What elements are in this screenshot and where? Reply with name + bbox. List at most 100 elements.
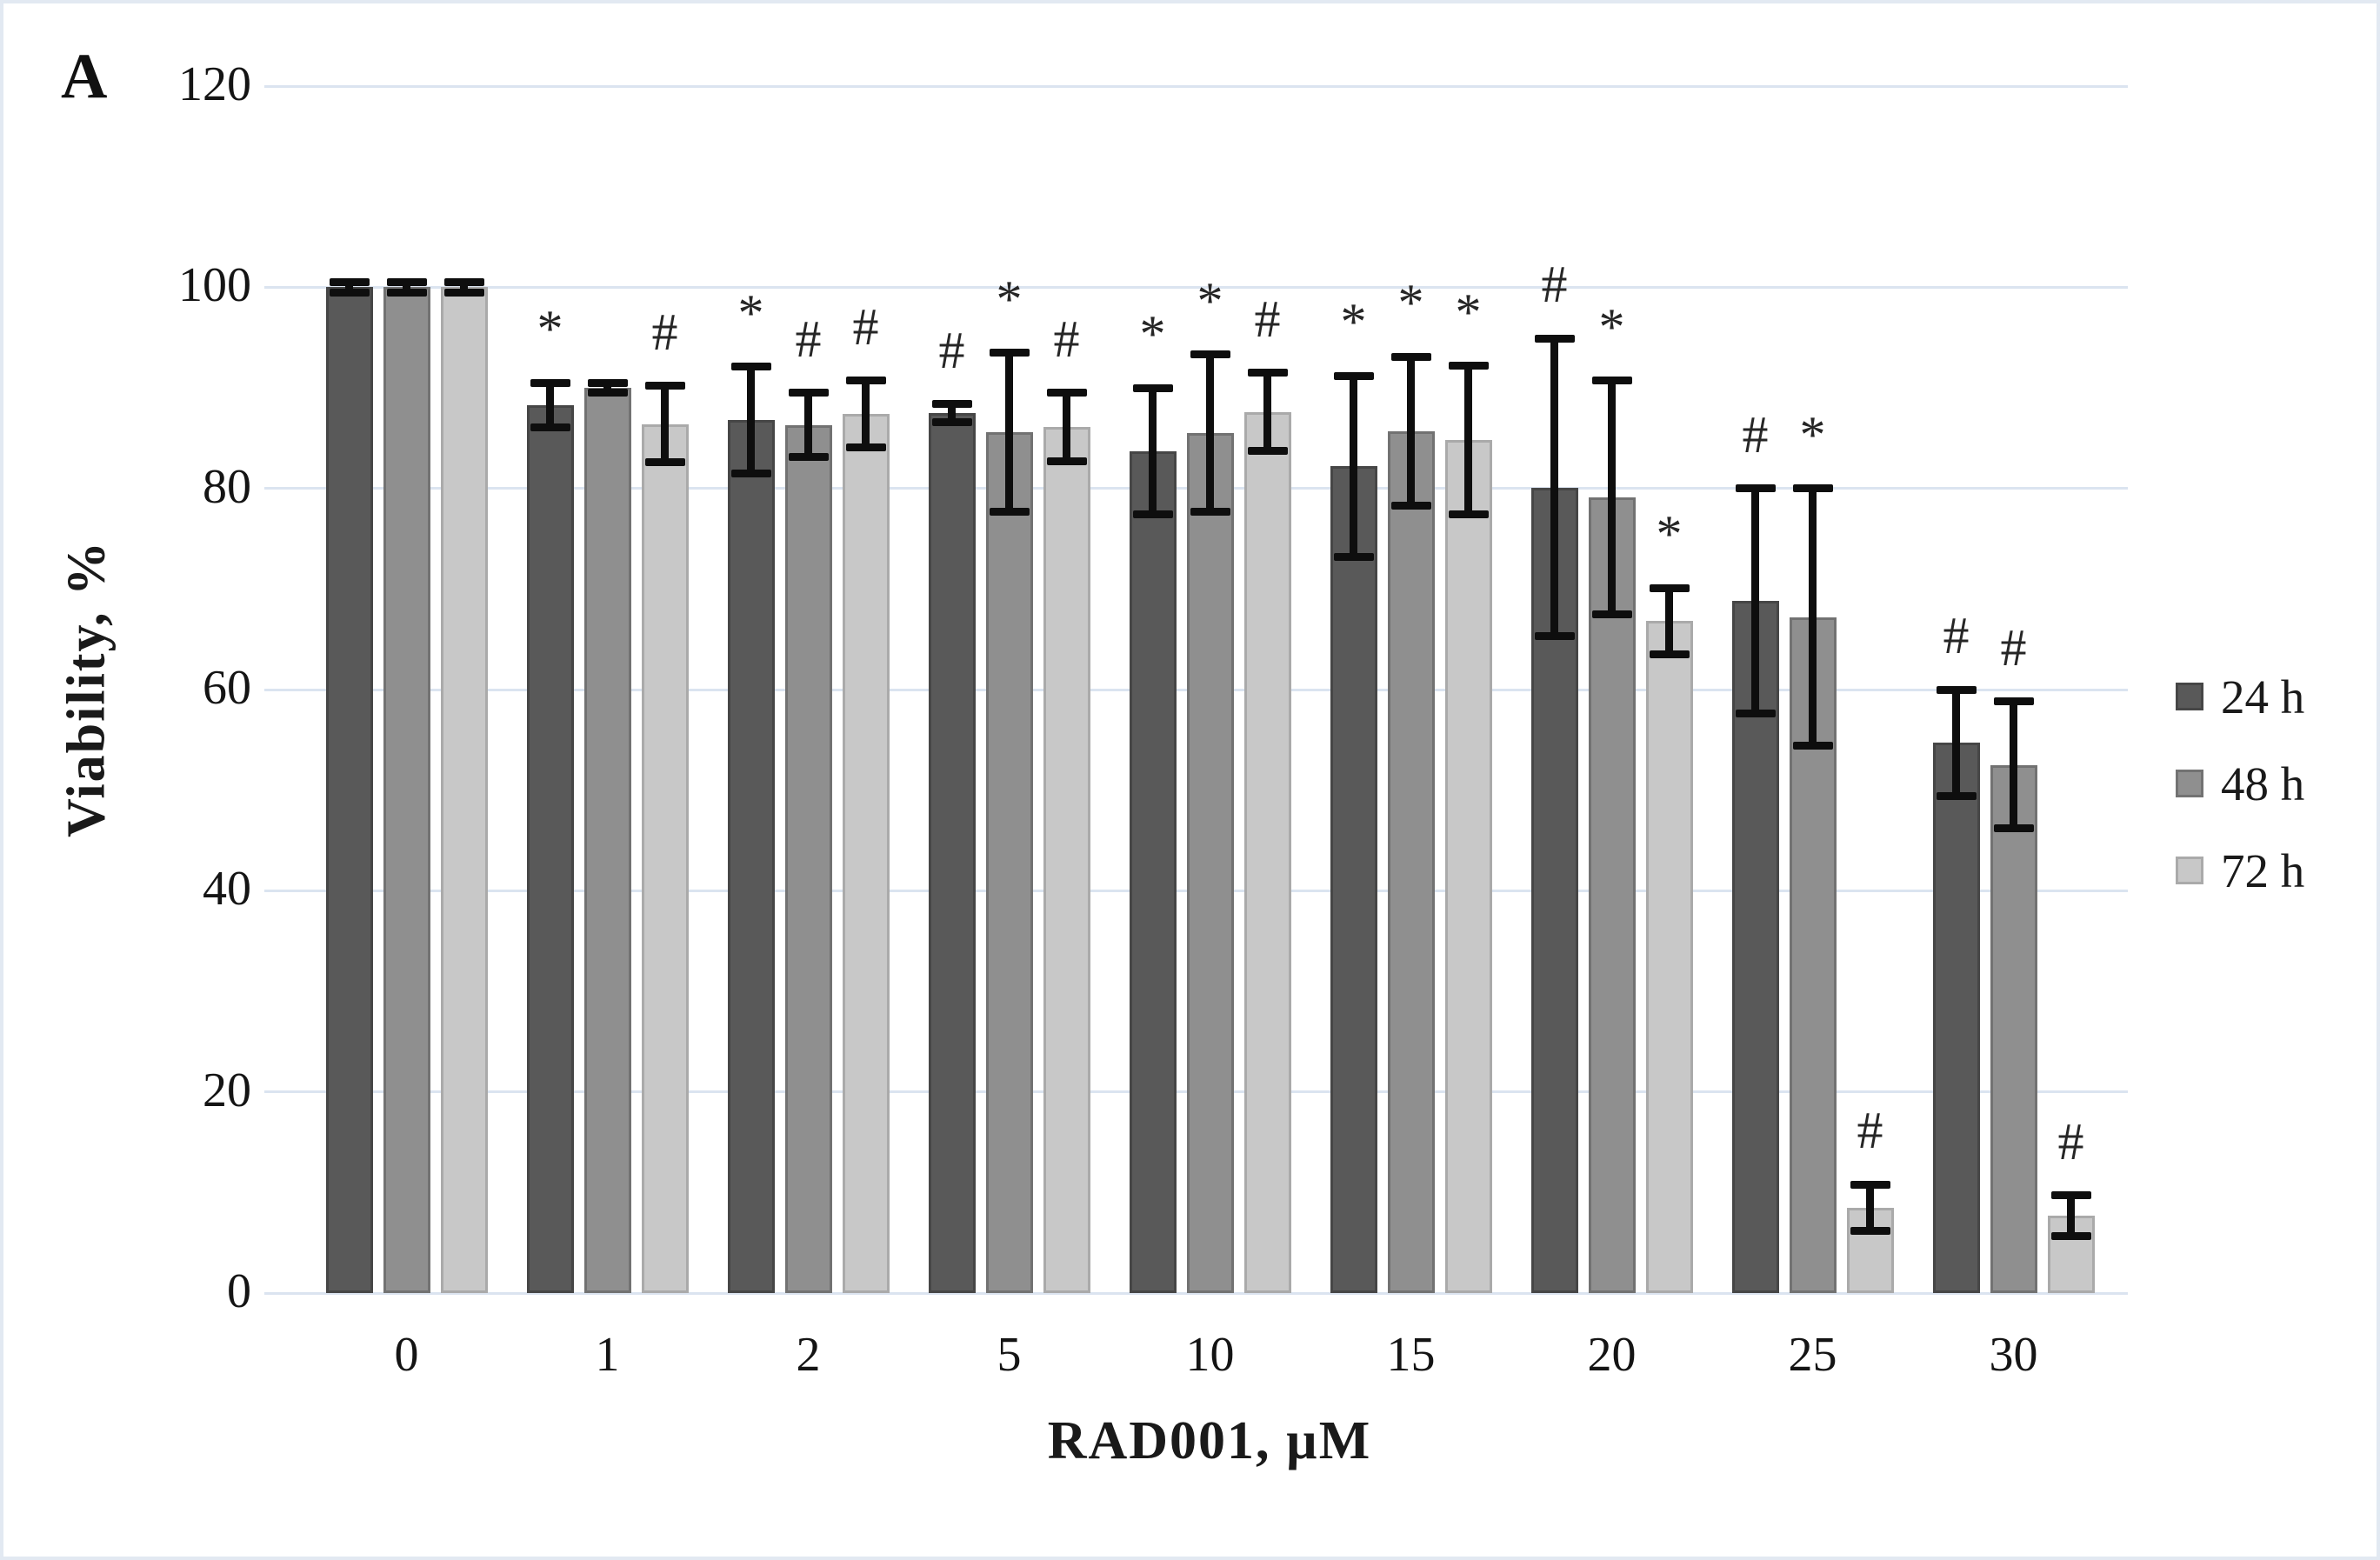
error-bar-cap-top bbox=[1333, 371, 1374, 380]
error-bar-cap-bottom bbox=[1649, 650, 1690, 659]
bar-48h-20uM bbox=[1588, 497, 1636, 1293]
y-tick-label-100: 100 bbox=[178, 258, 251, 313]
bar-24h-30uM bbox=[1932, 743, 1980, 1293]
error-bar-line bbox=[1206, 354, 1214, 512]
bar-48h-10uM bbox=[1186, 433, 1234, 1293]
error-bar-cap-top bbox=[386, 278, 427, 287]
error-bar-cap-bottom bbox=[989, 507, 1030, 516]
x-tick-label-10: 10 bbox=[1185, 1328, 1235, 1382]
error-bar-cap-bottom bbox=[1390, 501, 1431, 510]
error-bar-line bbox=[1751, 488, 1759, 714]
error-bar-cap-top bbox=[1936, 685, 1977, 694]
error-bar-cap-top bbox=[1046, 389, 1087, 397]
error-bar-line bbox=[1809, 488, 1817, 746]
significance-marker: # bbox=[651, 303, 678, 361]
significance-marker: * bbox=[996, 270, 1023, 328]
error-bar-cap-top bbox=[1247, 369, 1288, 377]
bar-48h-30uM bbox=[1990, 764, 2037, 1293]
legend-label: 72 h bbox=[2221, 843, 2305, 897]
x-tick-label-5: 5 bbox=[997, 1328, 1022, 1382]
bar-72h-20uM bbox=[1645, 621, 1693, 1293]
x-tick-label-2: 2 bbox=[796, 1328, 821, 1382]
error-bar-line bbox=[804, 392, 812, 457]
legend-item-72h: 72 h bbox=[2176, 837, 2304, 904]
error-bar-cap-top bbox=[788, 389, 829, 397]
error-bar-line bbox=[603, 383, 611, 393]
error-bar-cap-top bbox=[1132, 383, 1173, 392]
bar-72h-0uM bbox=[440, 287, 488, 1293]
error-bar-cap-bottom bbox=[1190, 507, 1230, 516]
error-bar-line bbox=[661, 385, 669, 463]
bar-24h-1uM bbox=[526, 404, 574, 1293]
error-bar-cap-top bbox=[989, 349, 1030, 357]
error-bar-cap-bottom bbox=[2050, 1231, 2091, 1240]
error-bar-cap-bottom bbox=[788, 453, 829, 462]
bar-24h-5uM bbox=[928, 412, 976, 1293]
gridline-y100 bbox=[264, 285, 2128, 289]
legend-swatch-72h bbox=[2176, 857, 2203, 884]
bar-48h-2uM bbox=[784, 424, 832, 1293]
error-bar-cap-top bbox=[1534, 334, 1575, 343]
error-bar-cap-top bbox=[530, 378, 570, 387]
error-bar-cap-bottom bbox=[931, 417, 972, 426]
error-bar-cap-top bbox=[1792, 484, 1833, 493]
error-bar-cap-bottom bbox=[1993, 824, 2034, 833]
error-bar-line bbox=[1665, 588, 1673, 655]
bar-24h-2uM bbox=[727, 420, 775, 1293]
error-bar-cap-top bbox=[1993, 697, 2034, 706]
x-tick-label-25: 25 bbox=[1788, 1328, 1837, 1382]
significance-marker: # bbox=[1053, 310, 1080, 368]
error-bar-cap-bottom bbox=[730, 469, 771, 477]
legend-label: 48 h bbox=[2221, 757, 2305, 810]
legend-item-48h: 48 h bbox=[2176, 750, 2304, 817]
legend-label: 24 h bbox=[2221, 670, 2305, 723]
bar-24h-10uM bbox=[1129, 450, 1177, 1293]
bar-72h-5uM bbox=[1043, 427, 1090, 1293]
bar-48h-5uM bbox=[985, 431, 1033, 1293]
error-bar-line bbox=[1550, 338, 1558, 637]
error-bar-cap-bottom bbox=[1735, 710, 1776, 718]
error-bar-cap-bottom bbox=[530, 423, 570, 431]
error-bar-cap-bottom bbox=[587, 389, 628, 397]
error-bar-line bbox=[1464, 365, 1472, 515]
error-bar-cap-bottom bbox=[1534, 632, 1575, 641]
error-bar-line bbox=[1608, 380, 1616, 615]
y-tick-label-20: 20 bbox=[203, 1063, 251, 1117]
error-bar-cap-top bbox=[1390, 352, 1431, 361]
bar-24h-15uM bbox=[1330, 466, 1377, 1293]
bar-72h-15uM bbox=[1444, 440, 1492, 1293]
gridline-y0 bbox=[264, 1291, 2128, 1295]
error-bar-cap-bottom bbox=[329, 288, 370, 297]
error-bar-cap-top bbox=[730, 363, 771, 371]
error-bar-cap-bottom bbox=[1850, 1226, 1890, 1235]
significance-marker: # bbox=[1541, 256, 1568, 314]
error-bar-line bbox=[1005, 352, 1013, 512]
error-bar-line bbox=[1407, 357, 1415, 506]
x-tick-label-0: 0 bbox=[394, 1328, 419, 1382]
error-bar-cap-bottom bbox=[1247, 447, 1288, 456]
error-bar-line bbox=[862, 380, 870, 448]
x-tick-label-30: 30 bbox=[1989, 1328, 2038, 1382]
error-bar-line bbox=[2010, 701, 2017, 829]
bar-24h-20uM bbox=[1530, 487, 1578, 1293]
bar-72h-2uM bbox=[842, 414, 890, 1293]
significance-marker: * bbox=[1598, 297, 1625, 356]
significance-marker: * bbox=[537, 300, 563, 358]
significance-marker: # bbox=[2000, 618, 2027, 677]
bar-48h-1uM bbox=[583, 388, 631, 1293]
legend-swatch-48h bbox=[2176, 770, 2203, 797]
y-tick-label-80: 80 bbox=[203, 459, 251, 514]
significance-marker: # bbox=[1742, 405, 1769, 463]
error-bar-cap-bottom bbox=[1448, 510, 1489, 519]
error-bar-cap-top bbox=[2050, 1191, 2091, 1200]
error-bar-line bbox=[2067, 1195, 2075, 1237]
bar-24h-0uM bbox=[325, 287, 373, 1293]
error-bar-cap-bottom bbox=[644, 458, 685, 467]
error-bar-line bbox=[1263, 372, 1271, 451]
significance-marker: # bbox=[852, 297, 879, 356]
error-bar-line bbox=[1149, 388, 1157, 515]
significance-marker: * bbox=[1656, 505, 1683, 563]
significance-marker: # bbox=[1943, 607, 1970, 664]
error-bar-cap-bottom bbox=[386, 288, 427, 297]
